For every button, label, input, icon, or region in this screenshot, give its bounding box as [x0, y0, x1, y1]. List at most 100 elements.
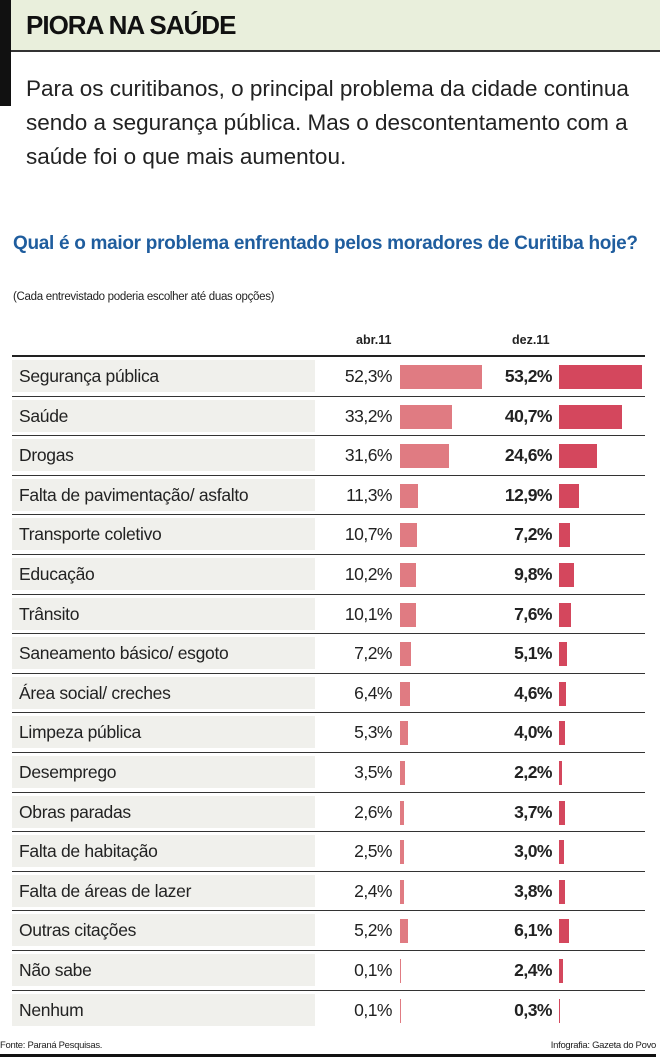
bar-abr [400, 840, 404, 865]
bar-dez [559, 919, 569, 944]
column-header-dez: dez.11 [512, 333, 550, 347]
value-label-abr: 10,7% [344, 524, 393, 545]
bar-abr [400, 760, 406, 785]
value-label-abr: 33,2% [344, 405, 393, 426]
category-label: Segurança pública [12, 360, 315, 392]
chart-subtitle: (Cada entrevistado poderia escolher até … [13, 291, 275, 303]
table-row: Limpeza pública 5,3% 4,0% [12, 713, 645, 753]
value-label-abr: 2,5% [354, 841, 392, 862]
header-divider [11, 50, 660, 52]
category-label: Falta de pavimentação/ asfalto [12, 478, 315, 511]
value-label-abr: 0,1% [354, 959, 392, 980]
category-label: Desemprego [12, 755, 315, 788]
table-row: Drogas 31,6% 24,6% [12, 436, 645, 476]
bar-abr [400, 800, 405, 825]
table-row: Área social/ creches 6,4% 4,6% [12, 674, 645, 714]
bar-dez [559, 721, 566, 746]
value-label-dez: 12,9% [504, 484, 553, 505]
table-row: Nenhum 0,1% 0,3% [12, 991, 645, 1031]
value-label-abr: 2,6% [354, 801, 392, 822]
chart-title: Qual é o maior problema enfrentado pelos… [13, 233, 638, 254]
table-row: Segurança pública 52,3% 53,2% [12, 357, 645, 397]
bar-abr [400, 562, 416, 587]
category-label: Nenhum [12, 993, 315, 1026]
bar-dez [559, 404, 623, 429]
bar-dez [559, 444, 598, 469]
category-label: Não sabe [12, 953, 315, 986]
value-label-abr: 2,4% [354, 880, 392, 901]
category-label: Trânsito [12, 597, 315, 630]
category-label: Drogas [12, 439, 315, 472]
value-label-dez: 40,7% [504, 405, 553, 426]
bar-dez [559, 642, 567, 667]
bar-dez [559, 602, 571, 627]
value-label-abr: 11,3% [346, 484, 392, 505]
chart-rows: Segurança pública 52,3% 53,2% Saúde 33,2% 40,… [12, 357, 645, 1030]
column-header-abr: abr.11 [356, 333, 392, 347]
bar-abr [400, 642, 412, 667]
bar-abr [400, 483, 418, 508]
footer-rule [0, 1054, 656, 1057]
bar-dez [559, 760, 563, 785]
value-label-abr: 5,3% [354, 722, 392, 743]
category-label: Saúde [12, 399, 315, 432]
value-label-dez: 7,2% [514, 524, 552, 545]
bar-dez [559, 483, 580, 508]
value-label-dez: 6,1% [514, 920, 552, 941]
bar-abr [400, 444, 450, 469]
category-label: Outras citações [12, 914, 315, 947]
table-row: Falta de áreas de lazer 2,4% 3,8% [12, 872, 645, 912]
bar-abr [400, 958, 401, 983]
header-band [0, 0, 660, 50]
bar-dez [559, 365, 642, 389]
value-label-abr: 6,4% [354, 682, 392, 703]
category-label: Saneamento básico/ esgoto [12, 637, 315, 670]
source-note: Fonte: Paraná Pesquisas. [0, 1040, 103, 1051]
value-label-dez: 5,1% [514, 643, 552, 664]
credit-note: Infografia: Gazeta do Povo [550, 1040, 657, 1051]
bar-dez [559, 879, 565, 904]
value-label-dez: 53,2% [504, 366, 553, 386]
value-label-dez: 7,6% [514, 603, 552, 624]
category-label: Área social/ creches [12, 676, 315, 709]
value-label-dez: 9,8% [514, 563, 552, 584]
value-label-dez: 4,0% [514, 722, 552, 743]
category-label: Falta de habitação [12, 835, 315, 868]
bar-dez [559, 681, 567, 706]
bar-dez [559, 958, 563, 983]
lead-paragraph: Para os curitibanos, o principal problem… [26, 76, 629, 169]
bar-abr [400, 681, 410, 706]
header-accent-bar [0, 0, 11, 106]
table-row: Obras paradas 2,6% 3,7% [12, 793, 645, 833]
table-row: Trânsito 10,1% 7,6% [12, 595, 645, 635]
page-title: PIORA NA SAÚDE [26, 10, 236, 40]
value-label-abr: 3,5% [354, 761, 392, 782]
category-label: Transporte coletivo [12, 518, 315, 551]
table-row: Saúde 33,2% 40,7% [12, 397, 645, 437]
bar-abr [400, 879, 404, 904]
bar-abr [400, 523, 417, 548]
bar-dez [559, 800, 565, 825]
table-row: Falta de pavimentação/ asfalto 11,3% 12,9% [12, 476, 645, 516]
bar-dez [559, 840, 564, 865]
value-label-abr: 10,1% [344, 603, 393, 624]
table-row: Desemprego 3,5% 2,2% [12, 753, 645, 793]
table-row: Saneamento básico/ esgoto 7,2% 5,1% [12, 634, 645, 674]
value-label-abr: 7,2% [354, 643, 392, 664]
bar-abr [400, 404, 452, 429]
category-label: Limpeza pública [12, 716, 315, 749]
value-label-dez: 24,6% [504, 445, 553, 466]
bar-abr [400, 721, 409, 746]
value-label-dez: 3,8% [514, 880, 552, 901]
table-row: Outras citações 5,2% 6,1% [12, 911, 645, 951]
bar-abr [400, 365, 482, 389]
category-label: Educação [12, 557, 315, 590]
table-row: Não sabe 0,1% 2,4% [12, 951, 645, 991]
value-label-dez: 3,0% [514, 841, 552, 862]
value-label-dez: 0,3% [514, 999, 552, 1020]
bar-dez [559, 523, 571, 548]
bar-abr [400, 998, 401, 1023]
value-label-abr: 0,1% [354, 999, 392, 1020]
category-label: Obras paradas [12, 795, 315, 828]
bar-dez [559, 998, 560, 1023]
